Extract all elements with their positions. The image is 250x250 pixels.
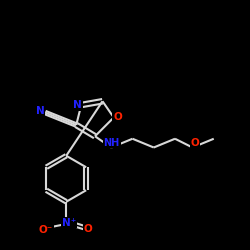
Text: N: N [73, 100, 82, 110]
Text: NH: NH [104, 138, 120, 147]
Text: O: O [113, 112, 122, 122]
Text: O: O [191, 138, 200, 148]
Text: N⁺: N⁺ [62, 218, 76, 228]
Text: O⁻: O⁻ [38, 225, 53, 235]
Text: N: N [36, 106, 44, 116]
Text: O: O [84, 224, 92, 234]
